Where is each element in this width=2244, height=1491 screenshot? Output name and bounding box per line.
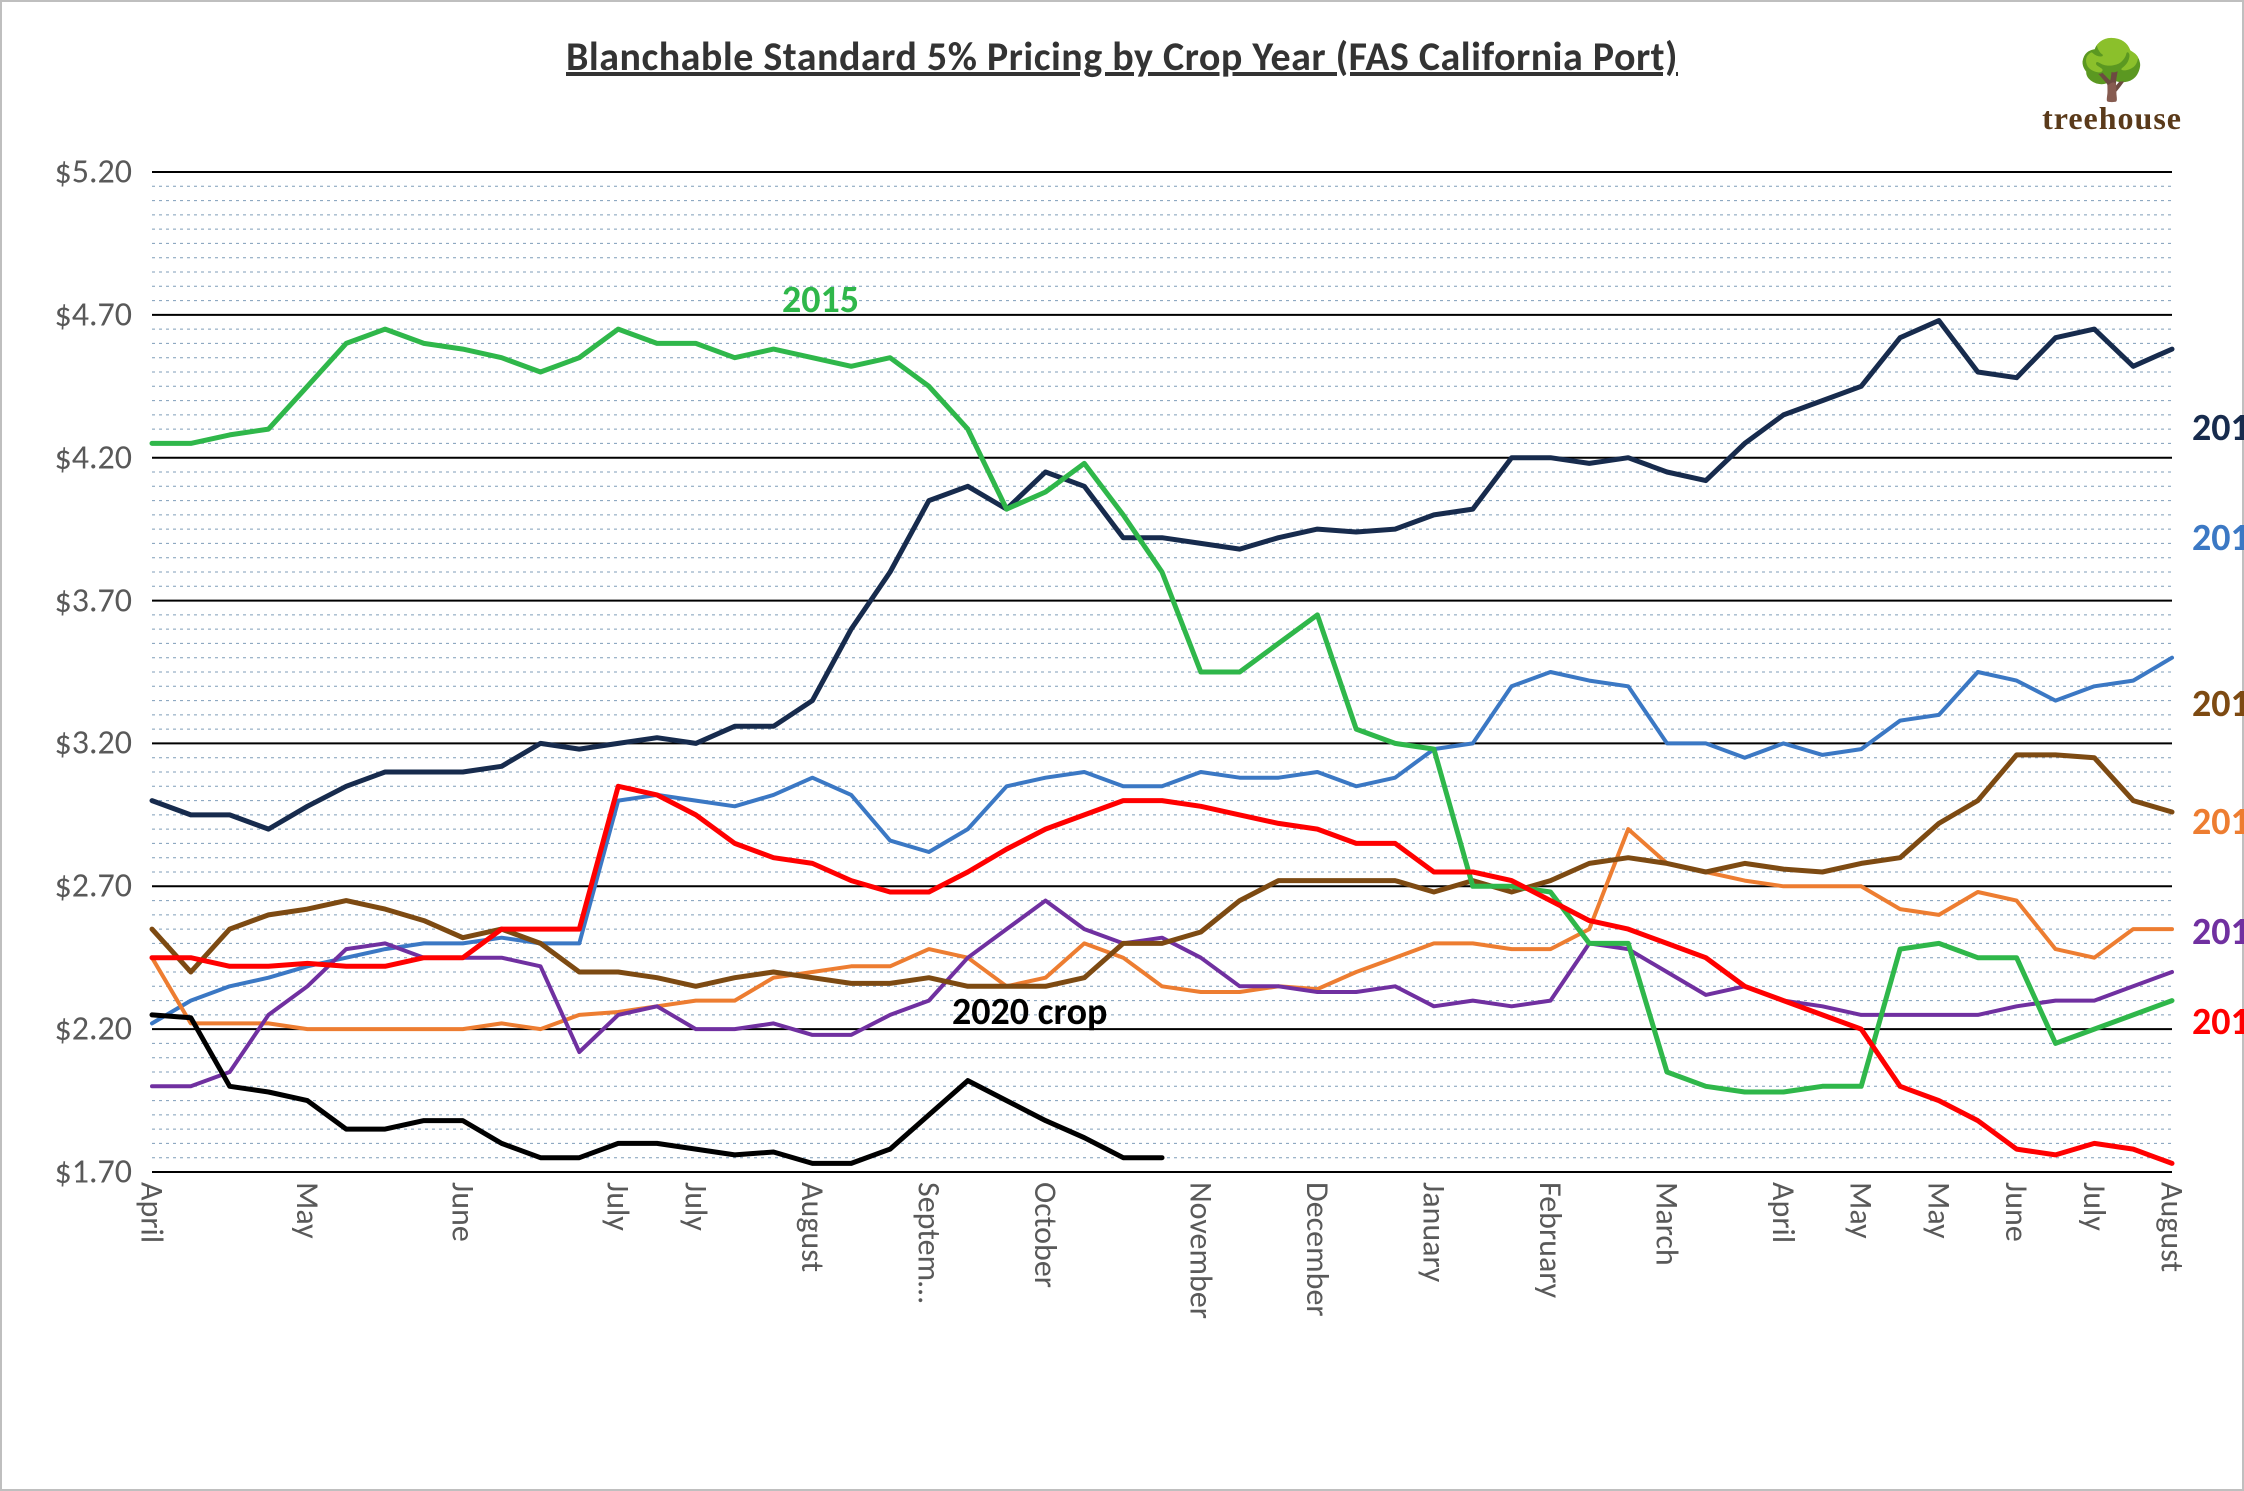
x-tick-label: May	[1842, 1182, 1881, 1239]
x-tick-label: May	[288, 1182, 327, 1239]
series-label-2014: 2014	[2192, 405, 2244, 451]
x-tick-label: June	[1997, 1182, 2036, 1242]
x-tick-label: Septem…	[909, 1182, 948, 1303]
series-2020 crop	[152, 1015, 1162, 1164]
x-tick-label: June	[443, 1182, 482, 1242]
x-tick-label: July	[599, 1182, 638, 1231]
series-label-2015: 2015	[782, 277, 859, 323]
x-tick-label: August	[793, 1182, 832, 1272]
x-tick-label: October	[1026, 1182, 1065, 1288]
series-label-2017: 2017	[2192, 799, 2244, 845]
series-label-2020-crop: 2020 crop	[952, 989, 1107, 1035]
y-axis-labels: $1.70$2.20$2.70$3.20$3.70$4.20$4.70$5.20	[2, 172, 142, 1172]
x-tick-label: January	[1414, 1182, 1453, 1282]
x-tick-label: February	[1531, 1182, 1570, 1298]
chart-container: Blanchable Standard 5% Pricing by Crop Y…	[0, 0, 2244, 1491]
y-tick-label: $3.70	[54, 580, 132, 621]
series-2013	[152, 658, 2172, 1024]
y-tick-label: $5.20	[54, 152, 132, 193]
x-tick-label: November	[1181, 1182, 1220, 1319]
x-tick-label: August	[2153, 1182, 2192, 1272]
y-tick-label: $3.20	[54, 723, 132, 764]
series-label-2018: 2018	[2192, 681, 2244, 727]
treehouse-logo: 🌳 treehouse	[2042, 42, 2182, 137]
x-axis-labels: April May June July July August Septem… October…	[152, 1182, 2172, 1462]
tree-icon: 🌳	[2042, 42, 2182, 100]
x-tick-label: December	[1298, 1182, 1337, 1317]
logo-word: treehouse	[2042, 100, 2182, 137]
chart-title: Blanchable Standard 5% Pricing by Crop Y…	[2, 32, 2242, 81]
x-tick-label: July	[676, 1182, 715, 1231]
y-tick-label: $1.70	[54, 1152, 132, 1193]
series-2018	[152, 755, 2172, 986]
x-tick-label: March	[1648, 1182, 1687, 1266]
series-2017	[152, 829, 2172, 1029]
series-label-2016: 2016	[2192, 909, 2244, 955]
series-label-2019-crop: 2019 crop	[2192, 999, 2244, 1045]
y-tick-label: $4.70	[54, 294, 132, 335]
x-tick-label: July	[2075, 1182, 2114, 1231]
x-tick-label: April	[1764, 1182, 1803, 1243]
x-tick-label: April	[133, 1182, 172, 1243]
plot-area: 2013201420152016201720182019 crop2020 cr…	[152, 172, 2172, 1172]
series-2015	[152, 329, 2172, 1092]
x-tick-label: May	[1919, 1182, 1958, 1239]
y-tick-label: $4.20	[54, 437, 132, 478]
y-tick-label: $2.70	[54, 866, 132, 907]
series-2019 crop	[152, 786, 2172, 1163]
data-lines	[152, 172, 2172, 1172]
series-label-2013: 2013	[2192, 515, 2244, 561]
y-tick-label: $2.20	[54, 1009, 132, 1050]
